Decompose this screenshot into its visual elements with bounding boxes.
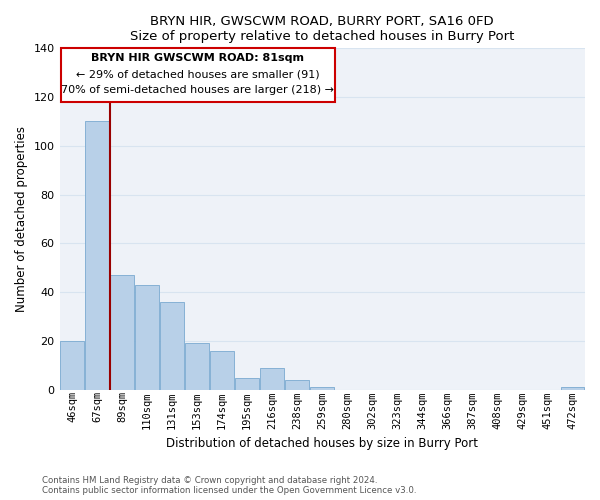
Bar — [286, 380, 309, 390]
Bar — [135, 285, 159, 390]
Bar — [110, 275, 134, 390]
Bar — [310, 388, 334, 390]
Bar — [185, 344, 209, 390]
Text: BRYN HIR GWSCWM ROAD: 81sqm: BRYN HIR GWSCWM ROAD: 81sqm — [91, 53, 304, 63]
Bar — [235, 378, 259, 390]
Title: BRYN HIR, GWSCWM ROAD, BURRY PORT, SA16 0FD
Size of property relative to detache: BRYN HIR, GWSCWM ROAD, BURRY PORT, SA16 … — [130, 15, 514, 43]
Bar — [560, 388, 584, 390]
Bar — [210, 351, 234, 390]
Text: 70% of semi-detached houses are larger (218) →: 70% of semi-detached houses are larger (… — [61, 85, 334, 95]
Bar — [85, 122, 109, 390]
Bar — [61, 48, 335, 102]
Y-axis label: Number of detached properties: Number of detached properties — [15, 126, 28, 312]
Text: ← 29% of detached houses are smaller (91): ← 29% of detached houses are smaller (91… — [76, 69, 320, 79]
Bar — [260, 368, 284, 390]
X-axis label: Distribution of detached houses by size in Burry Port: Distribution of detached houses by size … — [166, 437, 478, 450]
Text: Contains HM Land Registry data © Crown copyright and database right 2024.
Contai: Contains HM Land Registry data © Crown c… — [42, 476, 416, 495]
Bar — [60, 341, 84, 390]
Bar — [160, 302, 184, 390]
